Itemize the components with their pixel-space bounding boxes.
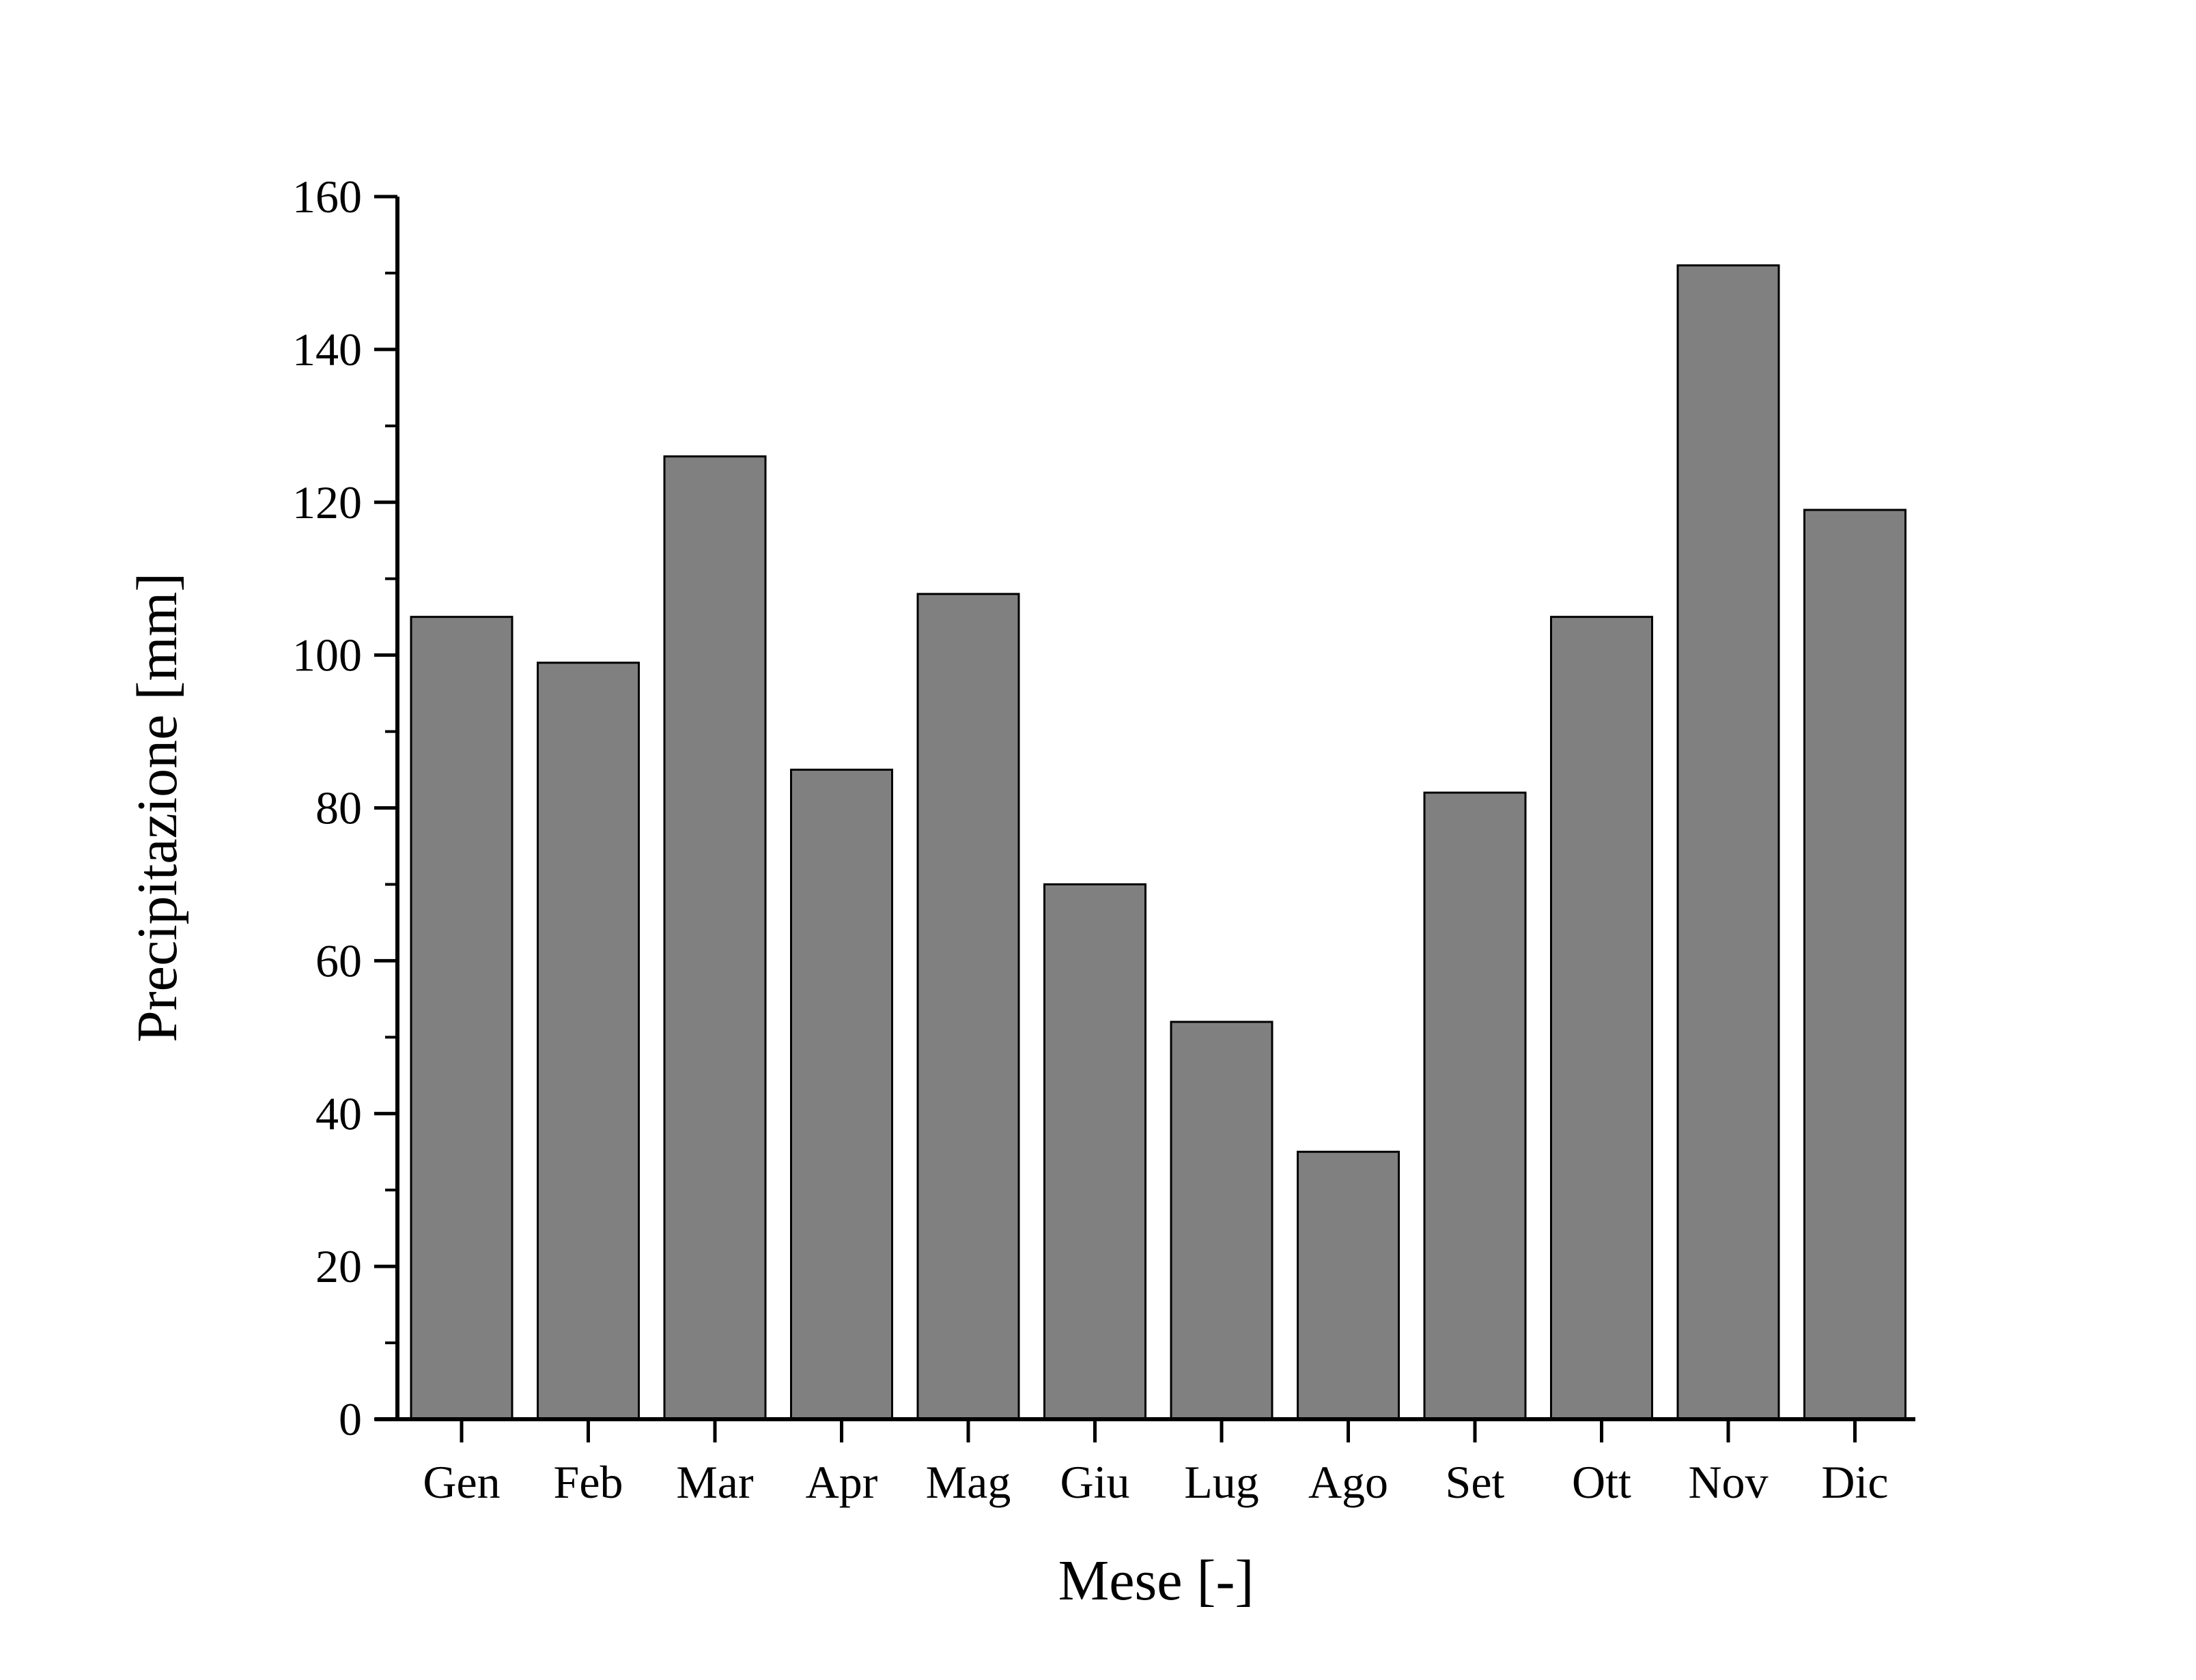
x-tick-label-feb: Feb xyxy=(554,1456,623,1508)
y-tick-label-80: 80 xyxy=(315,782,362,834)
y-tick-label-40: 40 xyxy=(315,1087,362,1139)
y-tick-label-160: 160 xyxy=(292,171,362,223)
bar-gen xyxy=(410,616,513,1421)
x-tick-label-ago: Ago xyxy=(1308,1456,1388,1508)
y-tick-label-100: 100 xyxy=(292,629,362,681)
x-tick-label-lug: Lug xyxy=(1184,1456,1259,1508)
bar-feb xyxy=(537,661,640,1421)
y-tick-label-60: 60 xyxy=(315,935,362,986)
x-axis-ticks: Gen Feb Mar Apr Mag Giu Lug Ago Set Ott Nov Dic xyxy=(423,1419,1889,1508)
x-tick-label-mag: Mag xyxy=(926,1456,1011,1508)
x-tick-label-apr: Apr xyxy=(806,1456,878,1508)
x-tick-label-gen: Gen xyxy=(423,1456,500,1508)
bar-lug xyxy=(1170,1021,1273,1421)
y-axis-title: Precipitazione [mm] xyxy=(126,573,189,1042)
bar-ott xyxy=(1550,616,1653,1421)
bar-ago xyxy=(1297,1150,1400,1421)
x-tick-label-nov: Nov xyxy=(1688,1456,1768,1508)
x-tick-label-giu: Giu xyxy=(1060,1456,1130,1508)
x-tick-label-dic: Dic xyxy=(1821,1456,1888,1508)
x-tick-label-ott: Ott xyxy=(1572,1456,1631,1508)
bar-set xyxy=(1423,791,1527,1421)
x-axis-title: Mese [-] xyxy=(1058,1549,1254,1612)
y-tick-label-140: 140 xyxy=(292,324,362,375)
y-tick-label-120: 120 xyxy=(292,476,362,528)
bar-dic xyxy=(1803,509,1906,1421)
bar-giu xyxy=(1043,883,1146,1421)
x-tick-label-mar: Mar xyxy=(676,1456,754,1508)
x-tick-label-set: Set xyxy=(1446,1456,1505,1508)
bar-nov xyxy=(1676,264,1780,1421)
y-tick-label-0: 0 xyxy=(339,1393,362,1445)
bar-mag xyxy=(916,593,1020,1421)
bar-mar xyxy=(663,455,767,1421)
bars-group xyxy=(410,264,1906,1421)
bar-apr xyxy=(790,769,893,1421)
y-axis-ticks: 0 20 40 60 80 100 120 140 160 xyxy=(292,171,397,1445)
y-tick-label-20: 20 xyxy=(315,1240,362,1292)
